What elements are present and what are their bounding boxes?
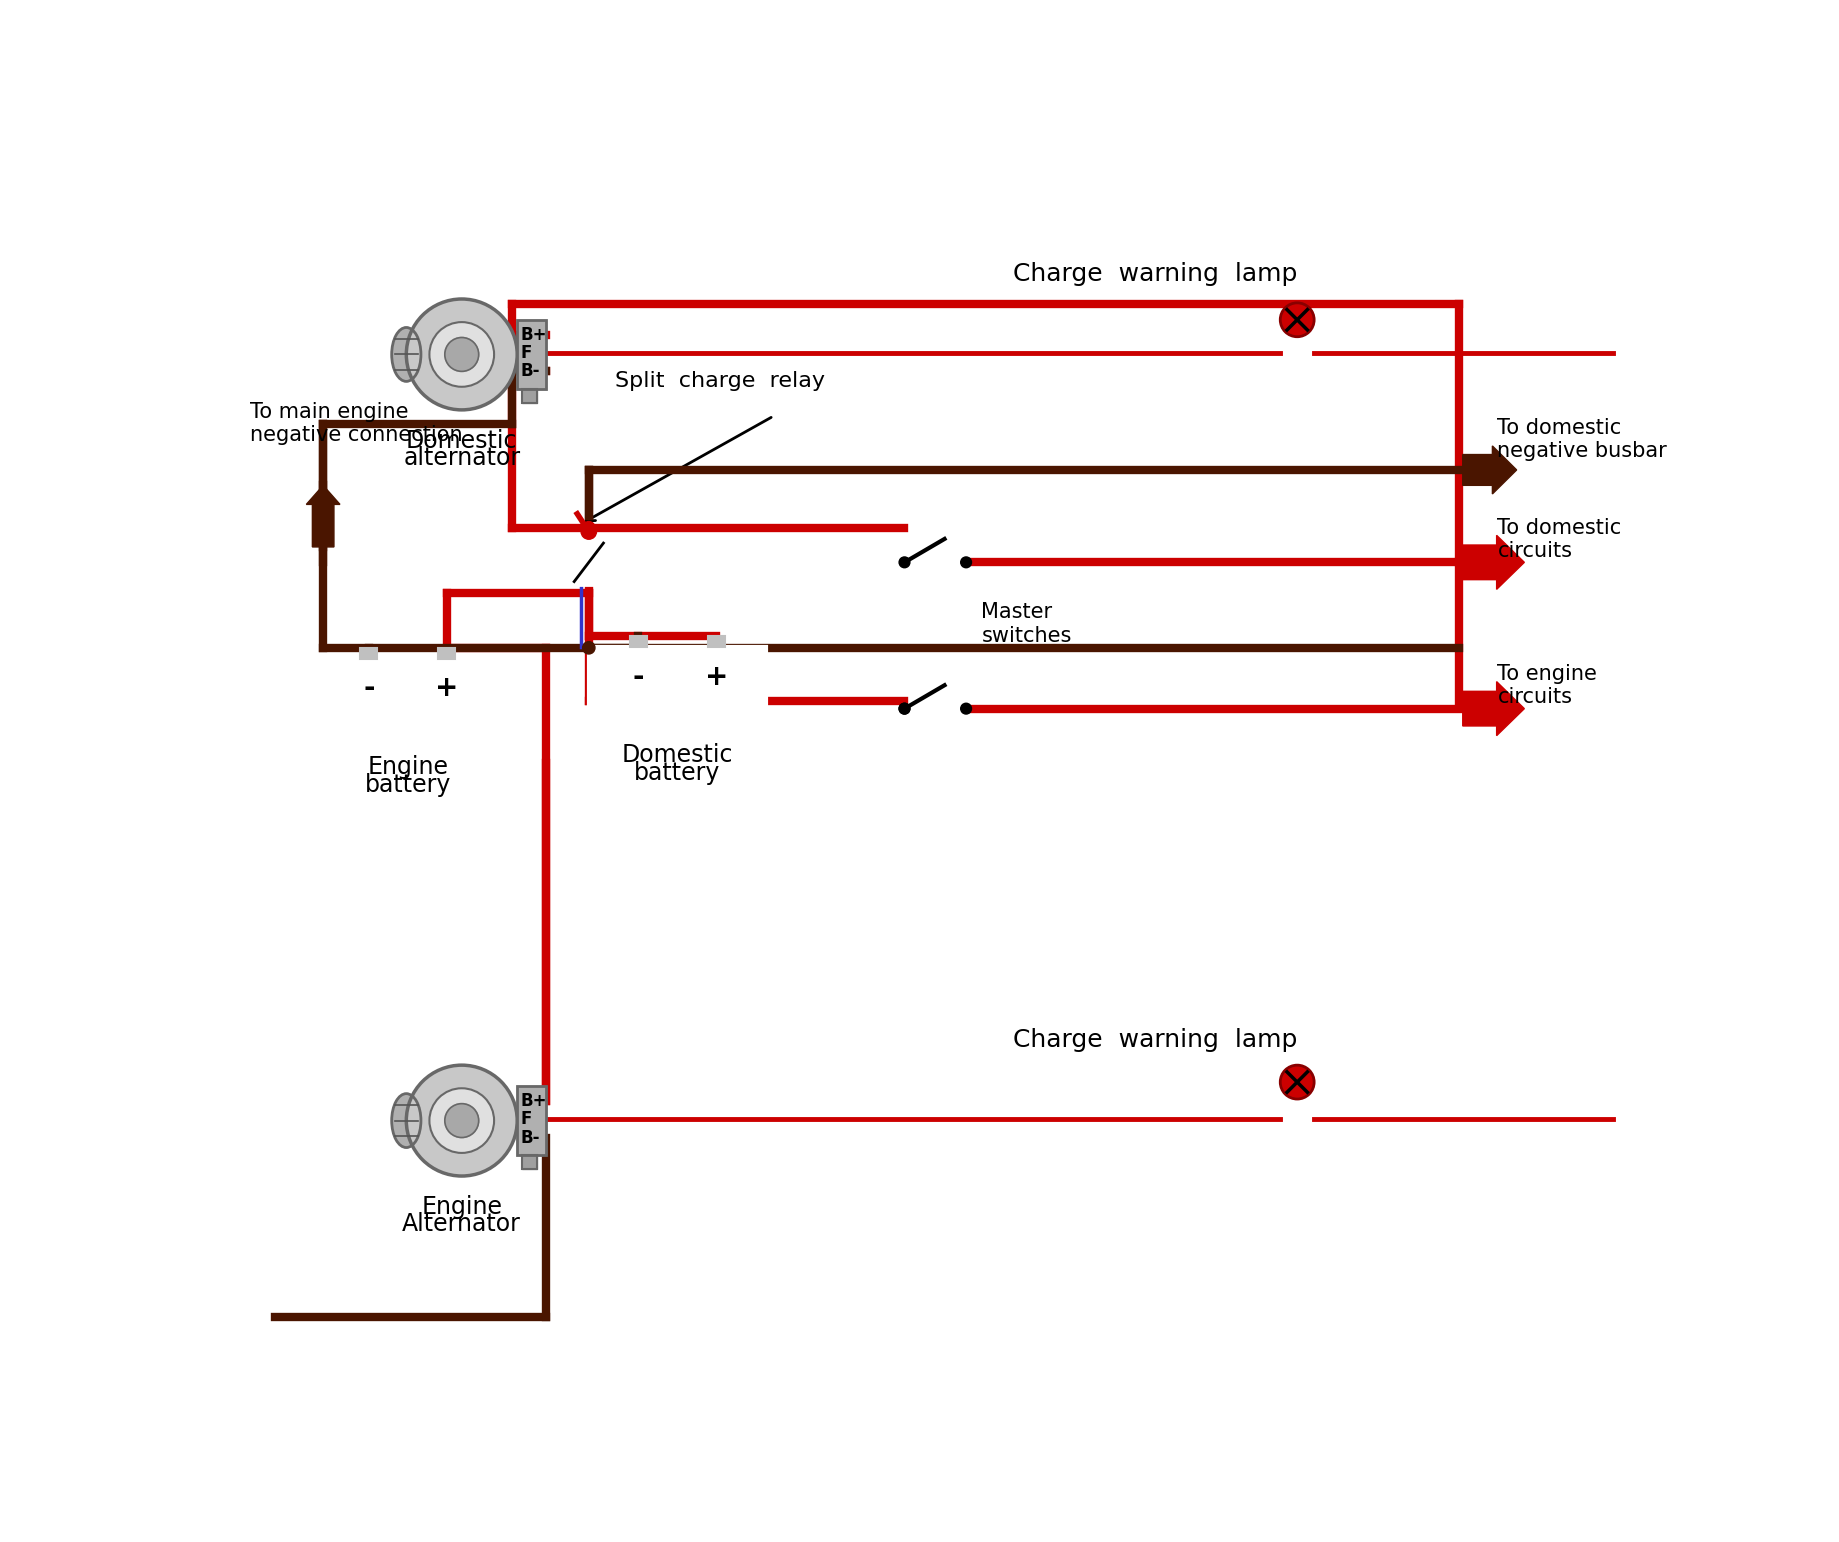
Text: To domestic
circuits: To domestic circuits xyxy=(1497,518,1620,561)
Text: -: - xyxy=(362,674,375,702)
Ellipse shape xyxy=(392,1093,421,1147)
Text: -: - xyxy=(633,663,644,691)
Text: B-: B- xyxy=(520,362,539,381)
Circle shape xyxy=(583,521,594,534)
Text: battery: battery xyxy=(364,773,451,797)
Text: Alternator: Alternator xyxy=(403,1212,520,1237)
Text: Domestic: Domestic xyxy=(406,429,517,453)
Circle shape xyxy=(581,524,596,540)
Circle shape xyxy=(1280,302,1313,336)
Text: battery: battery xyxy=(634,762,721,785)
FancyBboxPatch shape xyxy=(522,1155,537,1169)
Circle shape xyxy=(583,641,594,654)
Text: +: + xyxy=(704,663,728,691)
Text: alternator: alternator xyxy=(403,446,520,470)
Text: F: F xyxy=(520,1110,531,1129)
Circle shape xyxy=(445,338,478,372)
FancyBboxPatch shape xyxy=(522,389,537,402)
Text: B+: B+ xyxy=(520,327,546,344)
Polygon shape xyxy=(1462,446,1515,493)
Polygon shape xyxy=(1462,682,1523,736)
FancyBboxPatch shape xyxy=(588,648,765,732)
Text: +: + xyxy=(434,674,458,702)
Circle shape xyxy=(960,557,971,567)
Text: To main engine
negative connection: To main engine negative connection xyxy=(250,402,462,446)
Text: To domestic
negative busbar: To domestic negative busbar xyxy=(1497,418,1666,461)
Circle shape xyxy=(428,322,495,387)
Circle shape xyxy=(960,703,971,714)
FancyBboxPatch shape xyxy=(517,319,546,389)
Circle shape xyxy=(1280,1066,1313,1099)
FancyBboxPatch shape xyxy=(517,1086,546,1155)
FancyBboxPatch shape xyxy=(360,648,377,658)
Text: B+: B+ xyxy=(520,1092,546,1110)
Text: Engine: Engine xyxy=(368,756,449,779)
Circle shape xyxy=(406,299,517,410)
Text: Charge  warning  lamp: Charge warning lamp xyxy=(1011,1027,1296,1052)
Polygon shape xyxy=(305,486,340,547)
Circle shape xyxy=(445,1104,478,1138)
Text: Master
switches: Master switches xyxy=(980,603,1072,646)
Text: B-: B- xyxy=(520,1129,539,1147)
Ellipse shape xyxy=(392,327,421,381)
FancyBboxPatch shape xyxy=(570,540,607,586)
Polygon shape xyxy=(1462,535,1523,589)
Text: To engine
circuits: To engine circuits xyxy=(1497,665,1596,708)
Text: Domestic: Domestic xyxy=(622,743,732,768)
Text: Split  charge  relay: Split charge relay xyxy=(614,372,824,392)
Circle shape xyxy=(899,557,910,567)
Text: F: F xyxy=(520,344,531,362)
Circle shape xyxy=(899,703,910,714)
Circle shape xyxy=(406,1066,517,1177)
Circle shape xyxy=(428,1089,495,1153)
Text: Charge  warning  lamp: Charge warning lamp xyxy=(1011,262,1296,285)
FancyBboxPatch shape xyxy=(438,648,454,658)
FancyBboxPatch shape xyxy=(708,637,725,648)
Text: Engine: Engine xyxy=(421,1195,502,1220)
FancyBboxPatch shape xyxy=(320,658,497,743)
Circle shape xyxy=(899,703,910,714)
FancyBboxPatch shape xyxy=(629,637,647,648)
FancyBboxPatch shape xyxy=(272,854,561,1332)
